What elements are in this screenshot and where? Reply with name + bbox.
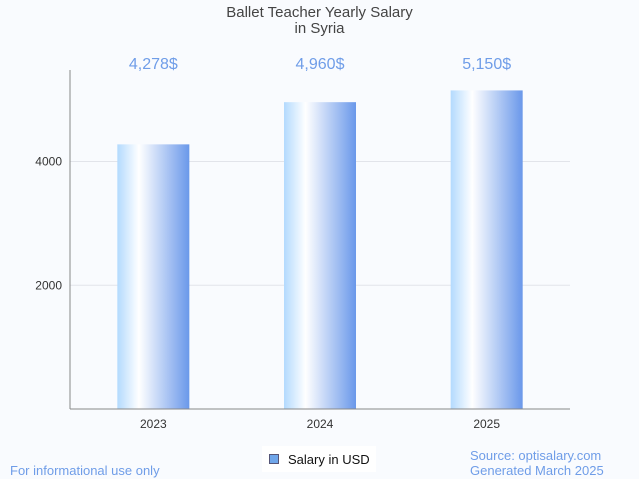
y-tick-label: 4000 <box>35 155 62 169</box>
bar-2025 <box>450 90 523 409</box>
subtitle-line: in Syria <box>294 20 345 37</box>
legend-label: Salary in USD <box>288 451 370 467</box>
disclaimer: For informational use only <box>10 463 160 478</box>
data-label: 4,278$ <box>129 56 178 73</box>
chart-title: Ballet Teacher Yearly Salary in Syria <box>0 5 639 37</box>
generated-date: Generated March 2025 <box>470 463 604 478</box>
x-tick-label: 2024 <box>307 417 334 431</box>
data-label: 5,150$ <box>462 56 511 73</box>
bar-2024 <box>284 102 356 410</box>
x-tick-label: 2023 <box>140 417 167 431</box>
y-tick-label: 2000 <box>35 278 62 292</box>
bar-2023 <box>117 144 190 409</box>
title-line: Ballet Teacher Yearly Salary <box>226 4 413 21</box>
source-link[interactable]: Source: optisalary.com <box>470 448 602 463</box>
legend-swatch <box>269 454 279 464</box>
legend[interactable]: Salary in USD <box>262 446 376 472</box>
x-tick-label: 2025 <box>473 417 500 431</box>
data-label: 4,960$ <box>296 56 345 73</box>
